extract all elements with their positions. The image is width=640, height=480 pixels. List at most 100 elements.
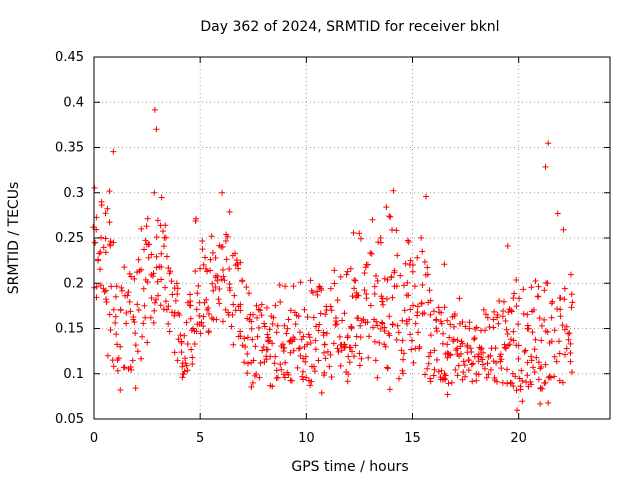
data-point (285, 371, 292, 378)
data-point (384, 364, 391, 371)
data-point (301, 306, 308, 313)
data-point (297, 279, 304, 286)
data-point (368, 250, 375, 257)
data-point (191, 341, 198, 348)
data-point (393, 283, 400, 290)
data-point (249, 336, 256, 343)
data-point (410, 302, 417, 309)
data-point (250, 357, 257, 364)
data-point (163, 253, 170, 260)
data-point (389, 321, 396, 328)
data-point (230, 301, 237, 308)
data-point (381, 324, 388, 331)
data-point (508, 308, 515, 315)
data-point (290, 347, 297, 354)
data-point (207, 267, 214, 274)
data-point (220, 273, 227, 280)
data-point (165, 320, 172, 327)
data-point (473, 324, 480, 331)
data-point (369, 324, 376, 331)
data-point (450, 323, 457, 330)
data-point (447, 321, 454, 328)
x-axis-label: GPS time / hours (291, 459, 408, 475)
data-point (395, 375, 402, 382)
data-point (132, 330, 139, 337)
data-point (399, 337, 406, 344)
data-point (358, 355, 365, 362)
data-point (312, 337, 319, 344)
data-point (174, 285, 181, 292)
data-point (411, 283, 418, 290)
data-point (375, 239, 382, 246)
data-point (459, 340, 466, 347)
data-point (451, 311, 458, 318)
data-point (134, 269, 141, 276)
data-point (197, 265, 204, 272)
data-point (557, 313, 564, 320)
data-point (452, 366, 459, 373)
data-point (160, 306, 167, 313)
data-point (532, 278, 539, 285)
data-point (101, 288, 108, 295)
data-point (304, 341, 311, 348)
data-point (167, 268, 174, 275)
data-point (153, 264, 160, 271)
data-point (538, 363, 545, 370)
data-point (542, 361, 549, 368)
data-point (529, 329, 536, 336)
data-point (416, 345, 423, 352)
data-point (243, 284, 250, 291)
data-point (266, 326, 273, 333)
data-point (225, 309, 232, 316)
data-point (134, 348, 141, 355)
data-point (235, 265, 242, 272)
data-point (427, 375, 434, 382)
data-point (115, 355, 122, 362)
data-point (151, 106, 158, 113)
data-point (265, 334, 272, 341)
data-point (538, 322, 545, 329)
data-point (450, 338, 457, 345)
data-point (244, 350, 251, 357)
data-point (208, 233, 215, 240)
data-point (400, 282, 407, 289)
data-point (178, 349, 185, 356)
data-point (536, 315, 543, 322)
y-axis-label: SRMTID / TECUs (6, 182, 22, 295)
data-point (530, 364, 537, 371)
data-point (139, 333, 146, 340)
data-point (113, 331, 120, 338)
data-point (141, 302, 148, 309)
data-point (460, 369, 467, 376)
x-tick-label: 10 (298, 431, 315, 446)
data-point (215, 296, 222, 303)
data-point (351, 353, 358, 360)
data-point (314, 291, 321, 298)
data-point (97, 282, 104, 289)
y-tick-label: 0.05 (55, 412, 84, 427)
data-point (453, 347, 460, 354)
data-point (226, 208, 233, 215)
data-point (427, 378, 434, 385)
data-point (125, 289, 132, 296)
data-point (419, 281, 426, 288)
data-point (377, 239, 384, 246)
data-point (514, 407, 521, 414)
data-point (154, 217, 161, 224)
data-point (471, 335, 478, 342)
data-point (415, 329, 422, 336)
data-point (176, 311, 183, 318)
data-point (425, 353, 432, 360)
data-point (92, 239, 99, 246)
chart-title: Day 362 of 2024, SRMTID for receiver bkn… (200, 19, 499, 35)
data-point (199, 246, 206, 253)
data-point (126, 270, 133, 277)
data-point (153, 126, 160, 133)
data-point (389, 294, 396, 301)
y-tick-label: 0.4 (63, 95, 84, 110)
data-point (322, 311, 329, 318)
data-point (90, 224, 97, 231)
data-point (405, 292, 412, 299)
data-point (522, 347, 529, 354)
data-point (346, 359, 353, 366)
